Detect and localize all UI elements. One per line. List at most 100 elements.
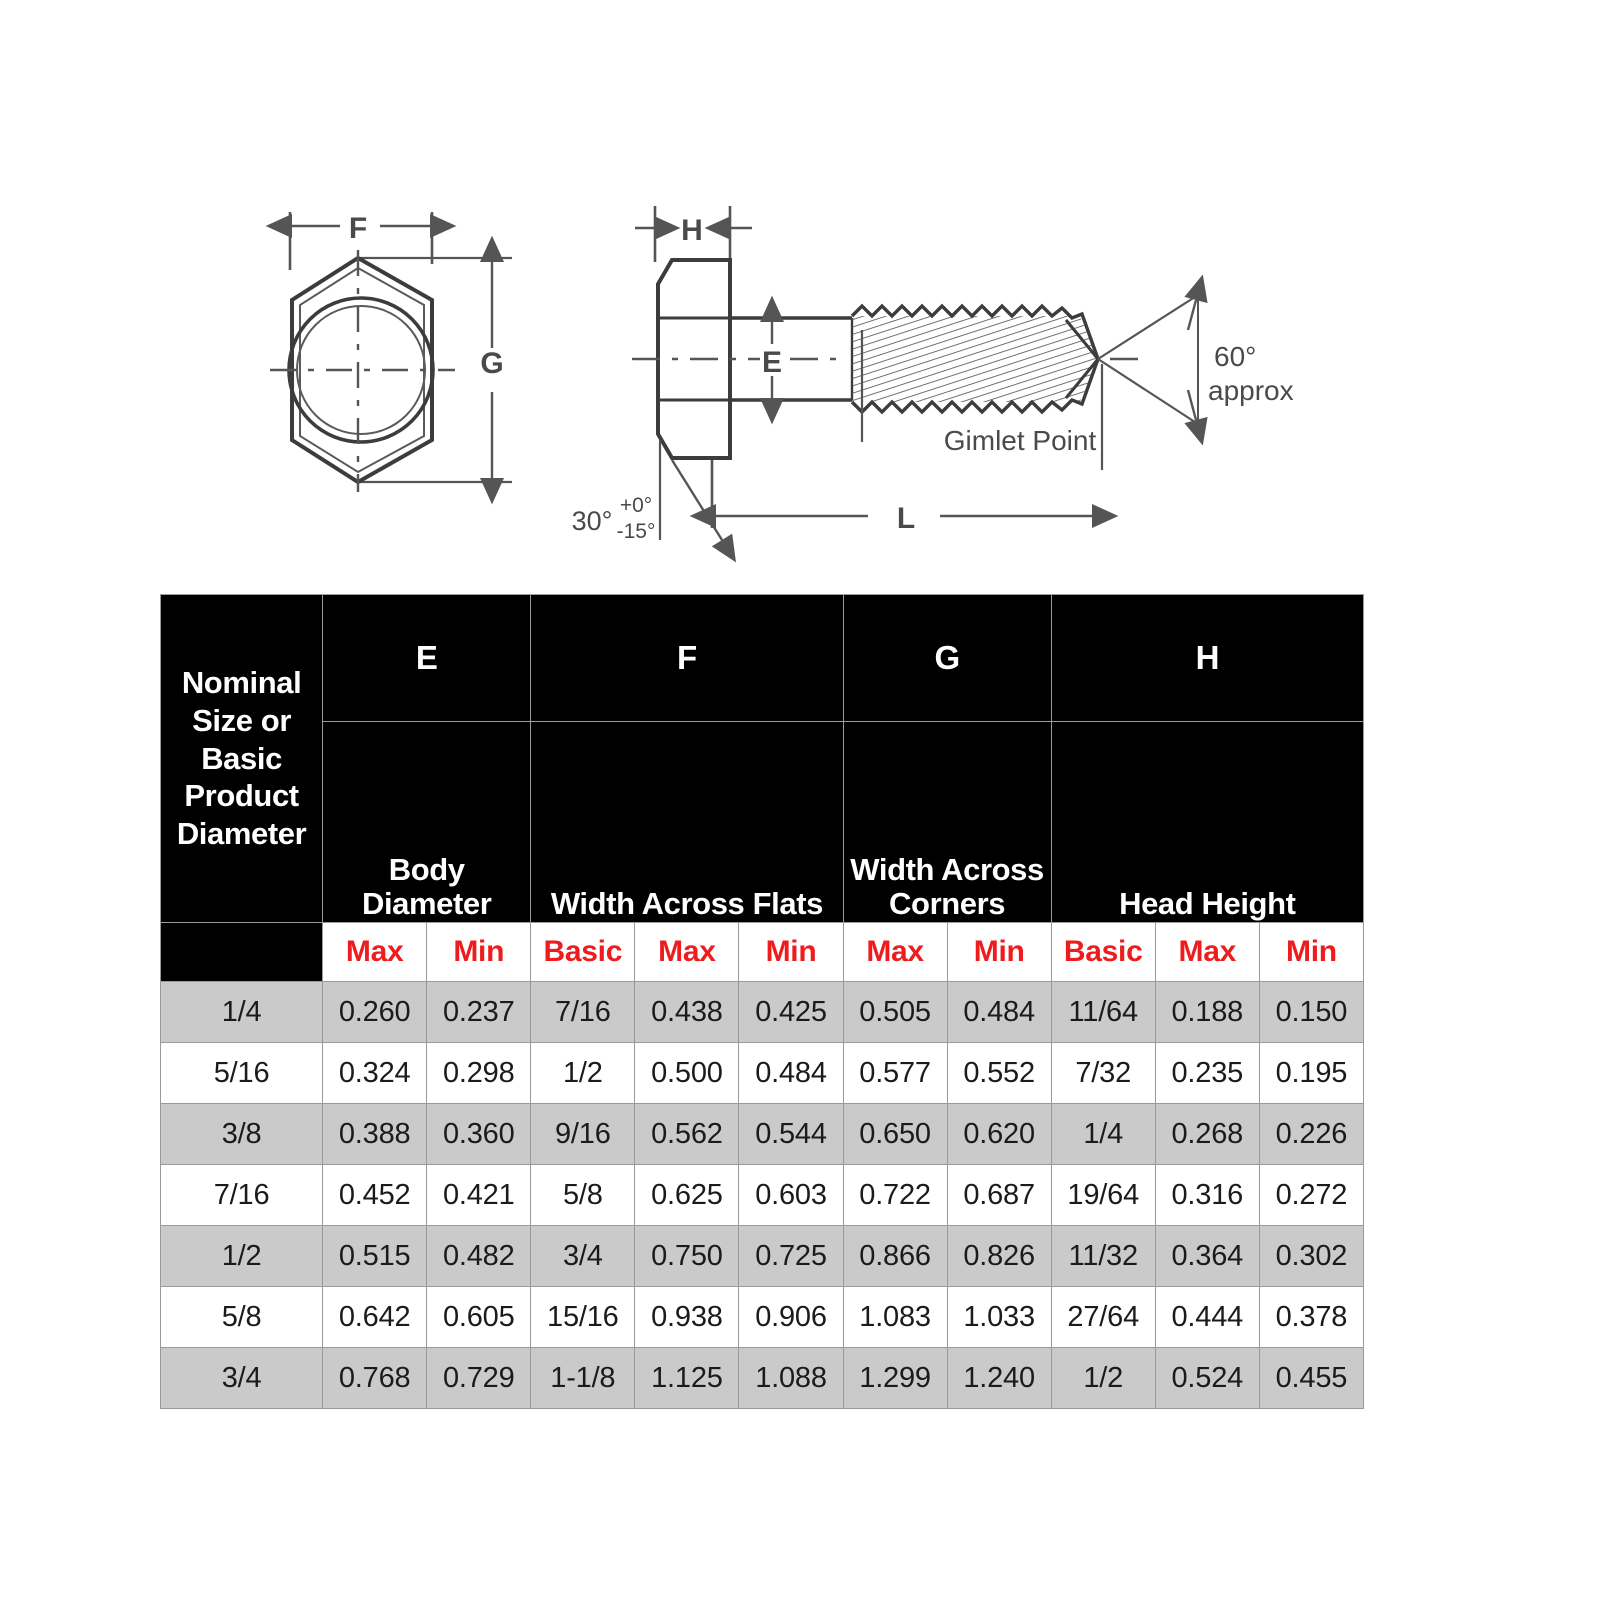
cell-value: 0.455 [1258, 1347, 1365, 1409]
label-point-angle-note: approx [1208, 375, 1294, 406]
cell-value: 0.826 [946, 1225, 1052, 1287]
table-row: 3/4 0.768 0.729 1-1/8 1.125 1.088 1.299 1.240 1/… [159, 1347, 1365, 1409]
cell-nominal-size: 1/2 [159, 1225, 324, 1287]
header-row-letters: Nominal Size or Basic Product Diameter E… [159, 594, 1365, 923]
cell-value: 0.650 [842, 1103, 948, 1165]
cell-value: 0.603 [738, 1164, 844, 1226]
cell-value: 0.722 [842, 1164, 948, 1226]
column-header-nominal-size: Nominal Size or Basic Product Diameter [159, 594, 324, 923]
cell-value: 0.484 [946, 981, 1052, 1043]
cell-value: 0.866 [842, 1225, 948, 1287]
cell-value: 0.562 [634, 1103, 740, 1165]
column-group-letter-f: F [530, 594, 844, 722]
cell-value: 0.505 [842, 981, 948, 1043]
subcolumn-header-g-min: Min [946, 922, 1052, 982]
point-angle-annotation [1097, 274, 1208, 446]
cell-value: 0.687 [946, 1164, 1052, 1226]
label-tolerance-plus: +0° [620, 494, 652, 517]
cell-value: 0.324 [322, 1042, 428, 1104]
cell-value: 0.421 [426, 1164, 532, 1226]
label-dim-g: G [480, 347, 503, 380]
cell-value: 19/64 [1050, 1164, 1156, 1226]
cell-value: 15/16 [530, 1286, 636, 1348]
subcolumn-header-h-min: Min [1258, 922, 1365, 982]
cell-value: 0.625 [634, 1164, 740, 1226]
cell-value: 0.484 [738, 1042, 844, 1104]
label-dim-f: F [349, 212, 367, 245]
cell-value: 0.620 [946, 1103, 1052, 1165]
label-angle-30: 30° [572, 506, 613, 536]
cell-value: 0.577 [842, 1042, 948, 1104]
dimension-l [689, 460, 1119, 528]
cell-value: 7/16 [530, 981, 636, 1043]
subcolumn-header-f-min: Min [738, 922, 844, 982]
header-row-descriptions: Body Diameter Width Across Flats Width A… [161, 721, 1365, 923]
label-tolerance-minus: -15° [617, 520, 656, 543]
cell-nominal-size: 5/8 [159, 1286, 324, 1348]
table-row: 3/8 0.388 0.360 9/16 0.562 0.544 0.650 0.620 1/4… [159, 1103, 1365, 1165]
cell-value: 0.552 [946, 1042, 1052, 1104]
label-point-angle: 60° [1214, 341, 1256, 372]
table-body: 1/4 0.260 0.237 7/16 0.438 0.425 0.505 0.484 11/… [159, 981, 1365, 1409]
subcolumn-header-f-max: Max [634, 922, 740, 982]
cell-value: 0.272 [1258, 1164, 1365, 1226]
cell-value: 9/16 [530, 1103, 636, 1165]
table-row: 5/8 0.642 0.605 15/16 0.938 0.906 1.083 1.033 27… [159, 1286, 1365, 1348]
cell-value: 0.188 [1154, 981, 1260, 1043]
cell-value: 7/32 [1050, 1042, 1156, 1104]
cell-value: 0.237 [426, 981, 532, 1043]
label-gimlet-point: Gimlet Point [944, 425, 1097, 456]
cell-value: 0.725 [738, 1225, 844, 1287]
cell-value: 0.605 [426, 1286, 532, 1348]
cell-value: 1.083 [842, 1286, 948, 1348]
cell-value: 0.364 [1154, 1225, 1260, 1287]
cell-nominal-size: 7/16 [159, 1164, 324, 1226]
cell-value: 1-1/8 [530, 1347, 636, 1409]
cell-value: 0.226 [1258, 1103, 1365, 1165]
bolt-dimension-drawing: F G H E L 30° +0° -15° 60° approx Gimlet… [0, 0, 1600, 580]
dimension-h [635, 206, 752, 262]
bolt-side-view [632, 206, 1208, 563]
label-dim-h: H [681, 214, 703, 247]
cell-value: 0.524 [1154, 1347, 1260, 1409]
cell-value: 0.298 [426, 1042, 532, 1104]
cell-value: 1/2 [530, 1042, 636, 1104]
cell-value: 0.750 [634, 1225, 740, 1287]
cell-value: 0.360 [426, 1103, 532, 1165]
cell-value: 0.260 [322, 981, 428, 1043]
column-group-desc-e: Body Diameter [322, 721, 532, 923]
cell-nominal-size: 3/8 [159, 1103, 324, 1165]
cell-value: 0.268 [1154, 1103, 1260, 1165]
table-header: Nominal Size or Basic Product Diameter E… [159, 594, 1365, 982]
column-group-letter-h: H [1050, 594, 1365, 722]
subcolumn-header-f-basic: Basic [530, 922, 636, 982]
cell-value: 1/4 [1050, 1103, 1156, 1165]
cell-value: 5/8 [530, 1164, 636, 1226]
cell-value: 1.125 [634, 1347, 740, 1409]
cell-nominal-size: 1/4 [159, 981, 324, 1043]
cell-value: 11/64 [1050, 981, 1156, 1043]
subheader-blank-cell [159, 922, 324, 982]
cell-value: 3/4 [530, 1225, 636, 1287]
header-row-subcolumns: Max Min Basic Max Min Max Min Basic Max Min [159, 922, 1365, 982]
fastener-dimension-table: Nominal Size or Basic Product Diameter E… [159, 594, 1365, 1409]
cell-value: 1.088 [738, 1347, 844, 1409]
drawing-svg: F G H E L 30° +0° -15° 60° approx Gimlet… [265, 206, 1294, 563]
cell-value: 0.425 [738, 981, 844, 1043]
cell-value: 0.452 [322, 1164, 428, 1226]
cell-value: 11/32 [1050, 1225, 1156, 1287]
cell-value: 0.906 [738, 1286, 844, 1348]
cell-value: 0.438 [634, 981, 740, 1043]
fastener-dimension-table-container: Nominal Size or Basic Product Diameter E… [159, 594, 1365, 1409]
hex-head-end-view [265, 212, 512, 505]
cell-value: 27/64 [1050, 1286, 1156, 1348]
cell-value: 0.768 [322, 1347, 428, 1409]
cell-value: 0.500 [634, 1042, 740, 1104]
cell-value: 1.299 [842, 1347, 948, 1409]
cell-value: 1.240 [946, 1347, 1052, 1409]
subcolumn-header-h-max: Max [1154, 922, 1260, 982]
subcolumn-header-e-max: Max [322, 922, 428, 982]
cell-value: 0.150 [1258, 981, 1365, 1043]
column-group-desc-f: Width Across Flats [530, 721, 844, 923]
dimension-g [358, 235, 512, 505]
